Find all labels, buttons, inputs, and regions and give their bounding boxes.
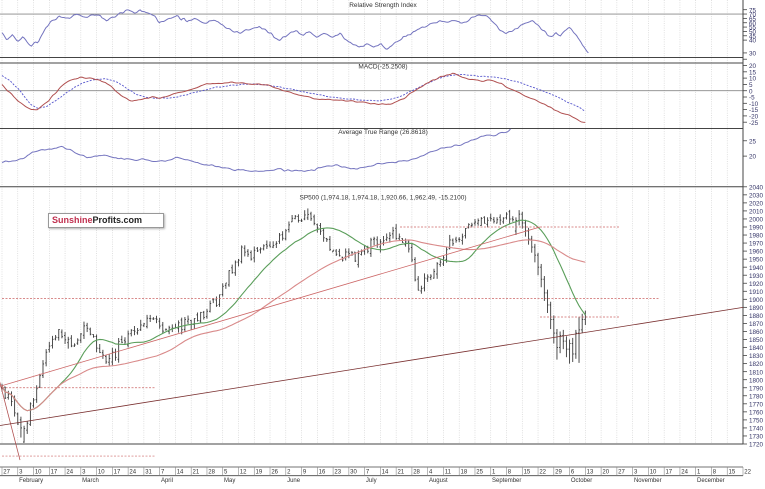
svg-text:1730: 1730 xyxy=(749,434,764,441)
svg-text:1770: 1770 xyxy=(749,401,764,408)
svg-text:18: 18 xyxy=(461,469,468,475)
svg-text:September: September xyxy=(492,478,521,484)
svg-text:1960: 1960 xyxy=(749,249,764,256)
svg-text:23: 23 xyxy=(334,469,341,475)
svg-text:1800: 1800 xyxy=(749,377,764,384)
svg-text:2020: 2020 xyxy=(749,200,764,207)
svg-text:17: 17 xyxy=(51,469,58,475)
svg-text:1880: 1880 xyxy=(749,313,764,320)
svg-text:13: 13 xyxy=(587,469,594,475)
svg-text:December: December xyxy=(697,478,725,484)
svg-text:1780: 1780 xyxy=(749,393,764,400)
svg-text:1870: 1870 xyxy=(749,321,764,328)
svg-text:29: 29 xyxy=(555,469,562,475)
svg-text:14: 14 xyxy=(177,469,184,475)
svg-text:14: 14 xyxy=(382,469,389,475)
svg-text:October: October xyxy=(571,478,592,484)
svg-text:11: 11 xyxy=(445,469,452,475)
svg-text:1750: 1750 xyxy=(749,417,764,424)
svg-text:2030: 2030 xyxy=(749,192,764,199)
svg-text:24: 24 xyxy=(129,469,136,475)
svg-text:1930: 1930 xyxy=(749,273,764,280)
svg-text:27: 27 xyxy=(618,469,625,475)
svg-text:2040: 2040 xyxy=(749,184,764,191)
svg-text:1720: 1720 xyxy=(749,442,764,449)
svg-text:1860: 1860 xyxy=(749,329,764,336)
svg-text:1820: 1820 xyxy=(749,361,764,368)
svg-text:30: 30 xyxy=(749,51,757,58)
svg-text:August: August xyxy=(429,478,448,484)
svg-text:1830: 1830 xyxy=(749,353,764,360)
svg-text:12: 12 xyxy=(240,469,247,475)
svg-text:21: 21 xyxy=(192,469,199,475)
svg-text:March: March xyxy=(82,478,99,484)
svg-text:15: 15 xyxy=(524,469,531,475)
svg-text:10: 10 xyxy=(98,469,105,475)
svg-text:24: 24 xyxy=(681,469,688,475)
svg-text:1910: 1910 xyxy=(749,289,764,296)
svg-text:April: April xyxy=(161,478,173,484)
svg-text:MACD(-25.2508): MACD(-25.2508) xyxy=(358,64,407,71)
svg-text:19: 19 xyxy=(256,469,263,475)
svg-text:Relative Strength Index: Relative Strength Index xyxy=(349,2,417,9)
svg-text:February: February xyxy=(19,478,43,484)
svg-text:20: 20 xyxy=(749,154,757,161)
svg-text:1840: 1840 xyxy=(749,345,764,352)
svg-text:40: 40 xyxy=(749,38,757,45)
svg-text:2010: 2010 xyxy=(749,209,764,216)
svg-text:10: 10 xyxy=(650,469,657,475)
svg-text:June: June xyxy=(287,478,301,484)
svg-text:25: 25 xyxy=(749,138,757,145)
svg-text:1980: 1980 xyxy=(749,233,764,240)
svg-text:22: 22 xyxy=(539,469,546,475)
svg-text:21: 21 xyxy=(397,469,404,475)
svg-text:1940: 1940 xyxy=(749,265,764,272)
svg-text:28: 28 xyxy=(413,469,420,475)
svg-text:28: 28 xyxy=(208,469,215,475)
svg-text:1790: 1790 xyxy=(749,385,764,392)
svg-text:May: May xyxy=(224,478,235,484)
svg-text:July: July xyxy=(366,478,377,484)
svg-text:10: 10 xyxy=(35,469,42,475)
svg-text:1740: 1740 xyxy=(749,426,764,433)
svg-text:Average True Range (26.8618): Average True Range (26.8618) xyxy=(338,129,428,136)
svg-text:1920: 1920 xyxy=(749,281,764,288)
svg-text:1810: 1810 xyxy=(749,369,764,376)
svg-text:31: 31 xyxy=(145,469,152,475)
svg-text:25: 25 xyxy=(476,469,483,475)
svg-text:16: 16 xyxy=(319,469,326,475)
svg-text:22: 22 xyxy=(744,469,751,475)
svg-text:30: 30 xyxy=(350,469,357,475)
svg-text:17: 17 xyxy=(114,469,121,475)
svg-text:November: November xyxy=(634,478,662,484)
svg-text:1900: 1900 xyxy=(749,297,764,304)
svg-text:SP500 (1,974.18, 1,974.18, 1,9: SP500 (1,974.18, 1,974.18, 1,920.66, 1,9… xyxy=(300,195,467,202)
svg-text:1990: 1990 xyxy=(749,225,764,232)
svg-text:15: 15 xyxy=(729,469,736,475)
svg-text:26: 26 xyxy=(271,469,278,475)
svg-text:17: 17 xyxy=(665,469,672,475)
svg-text:1970: 1970 xyxy=(749,241,764,248)
svg-text:24: 24 xyxy=(66,469,73,475)
svg-text:1760: 1760 xyxy=(749,409,764,416)
svg-text:1850: 1850 xyxy=(749,337,764,344)
svg-text:27: 27 xyxy=(3,469,10,475)
svg-text:1950: 1950 xyxy=(749,257,764,264)
svg-text:20: 20 xyxy=(602,469,609,475)
svg-text:1890: 1890 xyxy=(749,305,764,312)
svg-text:-25: -25 xyxy=(749,120,759,127)
svg-text:2000: 2000 xyxy=(749,217,764,224)
